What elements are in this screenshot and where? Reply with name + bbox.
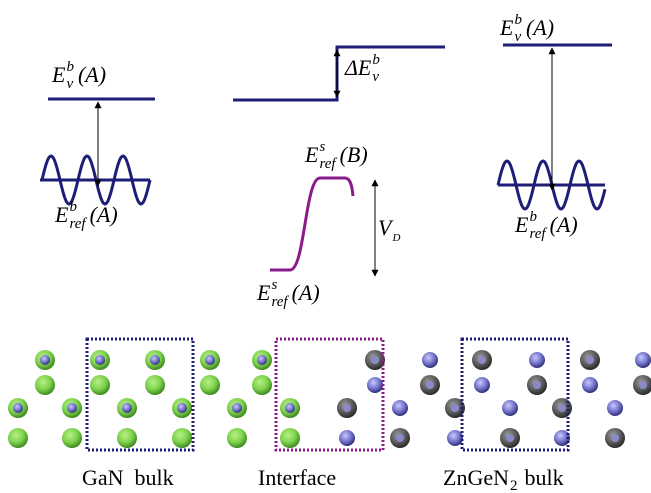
label-sup: b [372, 52, 380, 68]
label-symbol: E [54, 202, 69, 227]
atom [90, 375, 110, 395]
label-sup: s [271, 277, 277, 293]
atom [502, 400, 518, 416]
atom [582, 377, 598, 393]
atom [117, 428, 137, 448]
atom [367, 377, 383, 393]
caption-sub: 2 [510, 478, 518, 493]
atom-core [177, 403, 187, 413]
label-sub: ref [271, 294, 289, 310]
label-symbol: E [256, 280, 271, 305]
atom [227, 428, 247, 448]
atom [529, 352, 545, 368]
atom-core [533, 381, 541, 389]
atom-core [451, 404, 459, 412]
caption-suffix: bulk [524, 465, 563, 490]
atom [200, 375, 220, 395]
label-sub: D [391, 232, 400, 244]
atom-core [67, 403, 77, 413]
label-symbol: E [304, 142, 319, 167]
label-sub: ref [529, 226, 547, 242]
atom [422, 352, 438, 368]
atom [607, 400, 623, 416]
label-sup: b [69, 199, 77, 215]
potential-curve [270, 178, 353, 270]
label-sub: ref [319, 156, 337, 172]
label-suffix: (B) [340, 142, 368, 167]
label-suffix: (A) [292, 280, 320, 305]
label-sup: b [514, 12, 522, 28]
atom-core [40, 355, 50, 365]
atom [280, 428, 300, 448]
label-sub: v [372, 69, 379, 85]
atom-core [611, 434, 619, 442]
atom [252, 375, 272, 395]
label-symbol: E [499, 15, 514, 40]
atom [172, 428, 192, 448]
atom-core [558, 404, 566, 412]
atom-core [122, 403, 132, 413]
atom-core [639, 381, 647, 389]
atom [62, 428, 82, 448]
atom [474, 377, 490, 393]
atom [392, 400, 408, 416]
figure: Ebv(A)Ebref(A)ΔEbvEsref(B)VDEsref(A)Ebv(… [0, 0, 651, 493]
caption: ZnGeN [443, 465, 509, 490]
label-symbol: E [51, 62, 66, 87]
atom-core [586, 356, 594, 364]
atoms [8, 350, 651, 448]
atom-core [95, 355, 105, 365]
atom-core [13, 403, 23, 413]
label-suffix: (A) [550, 212, 578, 237]
label-sup: b [66, 59, 74, 75]
atom-core [426, 381, 434, 389]
label-symbol: ΔE [344, 55, 372, 80]
atom-core [343, 404, 351, 412]
atom [145, 375, 165, 395]
label-sub: v [66, 76, 73, 92]
band-offset [233, 47, 445, 100]
label-sup: s [319, 139, 325, 155]
atom-core [506, 434, 514, 442]
atom-core [478, 356, 486, 364]
atom-core [285, 403, 295, 413]
label-sup: b [529, 209, 537, 225]
atom-core [371, 356, 379, 364]
atom [635, 352, 651, 368]
label-sub: v [514, 29, 521, 45]
atom [339, 430, 355, 446]
label-sub: ref [69, 216, 87, 232]
atom [8, 428, 28, 448]
atom-core [205, 355, 215, 365]
atom-core [150, 355, 160, 365]
caption: GaN bulk [82, 465, 174, 490]
atom-core [257, 355, 267, 365]
label-suffix: (A) [78, 62, 106, 87]
label-suffix: (A) [90, 202, 118, 227]
label-suffix: (A) [526, 15, 554, 40]
atom [35, 375, 55, 395]
label-symbol: E [514, 212, 529, 237]
caption: Interface [258, 465, 336, 490]
atom-core [232, 403, 242, 413]
atom-core [396, 434, 404, 442]
